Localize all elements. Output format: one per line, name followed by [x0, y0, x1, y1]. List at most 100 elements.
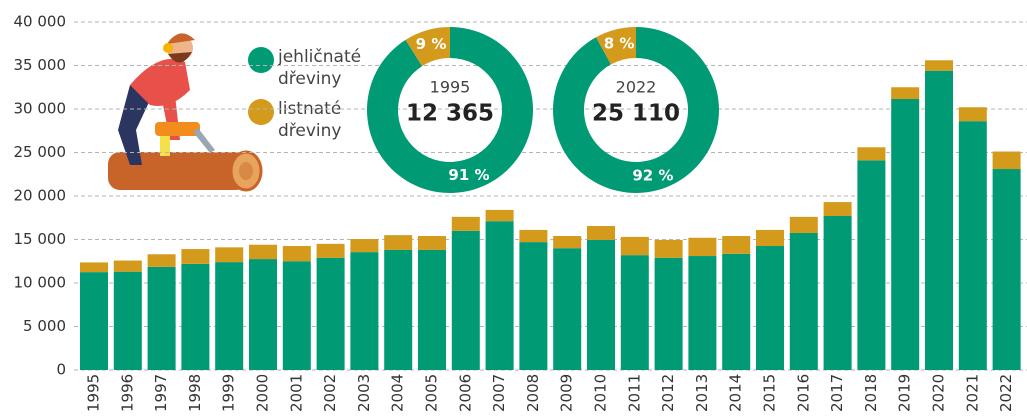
bar-segment [249, 259, 277, 370]
x-tick-label: 2020 [930, 374, 948, 412]
bar-segment [350, 239, 379, 253]
legend-label: jehličnaté dřeviny [278, 47, 362, 89]
x-tick-label: 2010 [592, 374, 610, 412]
bar-segment [620, 255, 649, 370]
bar-segment [925, 70, 953, 370]
y-tick-label: 5 000 [23, 317, 66, 335]
bar-segment [654, 257, 683, 370]
donut-slice [553, 27, 719, 193]
y-tick-label: 35 000 [14, 56, 67, 74]
bar-segment [553, 248, 582, 370]
x-tick-label: 2009 [558, 374, 576, 412]
x-tick-label: 2008 [524, 374, 542, 412]
bar-segment [823, 202, 852, 217]
y-tick-label: 20 000 [14, 187, 67, 205]
x-tick-label: 1999 [220, 374, 238, 412]
bar-segment [451, 216, 480, 231]
bar-segment [553, 236, 582, 249]
x-tick-label: 2006 [456, 374, 474, 412]
x-tick-label: 2011 [625, 374, 643, 412]
x-tick-label: 1996 [118, 374, 136, 412]
bar-segment [181, 263, 210, 370]
bar-segment [857, 147, 886, 161]
y-tick-label: 30 000 [14, 100, 67, 118]
donut-slice [366, 27, 533, 193]
x-tick-label: 2022 [997, 374, 1015, 412]
donut-total: 12 365 [406, 101, 494, 127]
bar-segment [891, 87, 920, 99]
bar-segment [147, 254, 176, 267]
bar-segment [485, 221, 514, 370]
bar-segment [722, 253, 751, 370]
bar-segment [891, 98, 920, 371]
bar-segment [992, 151, 1021, 170]
legend-entry: jehličnaté dřeviny [278, 47, 362, 89]
x-tick-label: 1995 [85, 374, 103, 412]
bar-segment [316, 243, 345, 258]
x-tick-label: 2002 [321, 374, 339, 412]
bar-segment [215, 262, 244, 370]
donut-total: 25 110 [592, 101, 680, 127]
x-tick-label: 1997 [152, 374, 170, 412]
bar-segment [282, 246, 311, 262]
donut-year: 1995 [430, 78, 471, 97]
illustration [108, 33, 263, 192]
legend-swatch [248, 99, 274, 125]
bar-segment [722, 236, 751, 254]
bar-segment [80, 262, 108, 273]
y-tick-label: 15 000 [14, 230, 67, 248]
bar-segment [350, 252, 379, 370]
bar-segment [316, 257, 345, 370]
bar-segment [519, 229, 548, 243]
bar-segment [418, 236, 446, 250]
x-tick-label: 2017 [828, 374, 846, 412]
x-tick-label: 2016 [794, 374, 812, 412]
bar-segment [215, 247, 244, 263]
bar-segment [249, 244, 277, 260]
x-tick-label: 2001 [287, 374, 305, 412]
slice-label: 8 % [604, 35, 635, 53]
bar-segment [857, 160, 886, 370]
bar-segment [654, 239, 683, 258]
bar-segment [992, 169, 1021, 370]
bar-segment [451, 230, 480, 370]
bar-segment [789, 216, 818, 233]
bar-segment [384, 235, 413, 250]
x-tick-label: 2003 [355, 374, 373, 412]
y-tick-label: 40 000 [14, 13, 67, 31]
bar-segment [789, 232, 818, 370]
bar-segment [147, 266, 176, 370]
x-tick-label: 2000 [254, 374, 272, 412]
bar-segment [80, 272, 108, 370]
bar-segment [587, 239, 615, 370]
bar-segment [181, 249, 210, 264]
donut-year: 2022 [616, 78, 657, 97]
x-tick-label: 2019 [896, 374, 914, 412]
legend-entry: listnaté dřeviny [278, 99, 342, 141]
bar-segment [485, 209, 514, 222]
x-tick-label: 2012 [659, 374, 677, 412]
bar-segment [823, 216, 852, 370]
bar-segment [113, 271, 142, 370]
x-tick-label: 2005 [423, 374, 441, 412]
bar-segment [958, 121, 987, 371]
bar-segment [958, 107, 987, 122]
slice-label: 91 % [448, 166, 489, 184]
legend-label: listnaté dřeviny [278, 99, 342, 141]
x-tick-label: 2004 [389, 374, 407, 412]
bar-segment [113, 260, 142, 272]
x-tick-label: 1998 [186, 374, 204, 412]
bar-segment [418, 249, 446, 370]
x-tick-label: 2021 [963, 374, 981, 412]
bar-segment [519, 242, 548, 370]
bar-segment [384, 249, 413, 370]
x-tick-label: 2007 [490, 374, 508, 412]
bar-segment [620, 236, 649, 256]
y-tick-label: 25 000 [14, 143, 67, 161]
y-tick-label: 0 [56, 361, 66, 379]
slice-label: 92 % [632, 166, 673, 184]
bar-segment [925, 60, 953, 71]
bar-segment [688, 256, 717, 370]
bar-segment [688, 237, 717, 257]
